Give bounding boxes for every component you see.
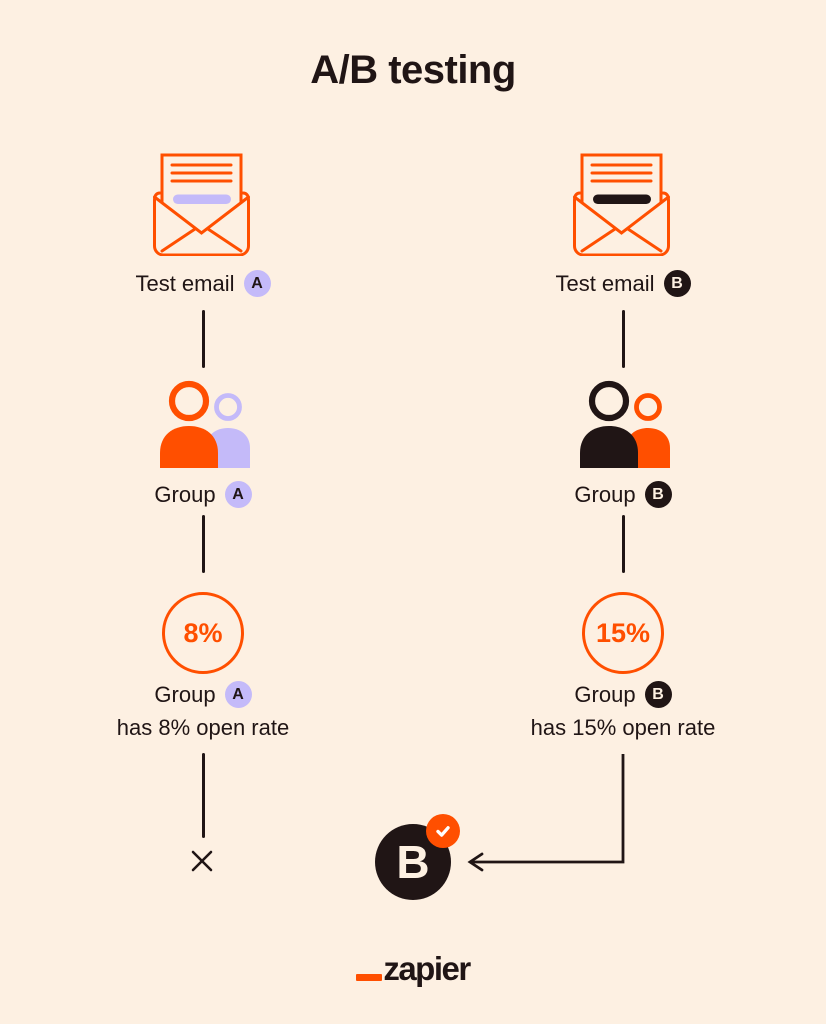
test-email-label-a: Test email A <box>53 270 353 297</box>
caption-group-text: Group <box>154 682 216 707</box>
caption-group-text: Group <box>574 682 636 707</box>
open-rate-circle-b: 15% <box>582 592 664 674</box>
page-title: A/B testing <box>310 48 516 92</box>
variant-badge-b: B <box>644 481 672 508</box>
open-envelope-icon <box>153 153 250 256</box>
caption-a: Group A has 8% open rate <box>43 678 363 744</box>
open-envelope-icon <box>573 153 670 256</box>
variant-badge-a: A <box>224 481 252 508</box>
test-email-text: Test email <box>555 270 655 296</box>
variant-badge-a: A <box>243 270 271 297</box>
group-label-b: Group B <box>473 481 773 508</box>
envelope-letter <box>580 153 663 204</box>
winner-circle: B <box>375 814 460 900</box>
variant-badge-a: A <box>224 681 252 708</box>
caption-rate-text: has 8% open rate <box>116 715 290 740</box>
open-rate-circle-a: 8% <box>162 592 244 674</box>
check-badge <box>426 814 460 848</box>
logo-underscore-mark <box>356 974 383 981</box>
connector-line <box>201 310 205 368</box>
arrow-left-icon <box>467 754 625 872</box>
caption-rate-text: has 15% open rate <box>530 715 716 740</box>
connector-line <box>201 515 205 573</box>
group-text: Group <box>154 481 216 507</box>
variant-badge-b: B <box>663 270 691 297</box>
test-email-label-b: Test email B <box>473 270 773 297</box>
open-rate-value: 15% <box>595 617 651 648</box>
highlight-pill <box>173 194 231 204</box>
open-rate-value: 8% <box>183 617 223 648</box>
highlight-pill <box>593 194 651 204</box>
connector-line <box>621 310 625 368</box>
connector-line <box>621 515 625 573</box>
caption-b: Group B has 15% open rate <box>463 678 783 744</box>
x-mark-icon <box>191 850 213 872</box>
group-text: Group <box>574 481 636 507</box>
check-icon <box>436 826 450 837</box>
group-people-icon <box>580 380 670 468</box>
group-people-icon <box>160 380 250 468</box>
winner-letter: B <box>396 836 430 888</box>
logo-text: zapier <box>383 950 471 987</box>
group-label-a: Group A <box>53 481 353 508</box>
connector-line <box>201 753 205 838</box>
envelope-letter <box>160 153 243 204</box>
test-email-text: Test email <box>135 270 235 296</box>
zapier-logo: zapier <box>0 952 826 985</box>
variant-badge-b: B <box>644 681 672 708</box>
